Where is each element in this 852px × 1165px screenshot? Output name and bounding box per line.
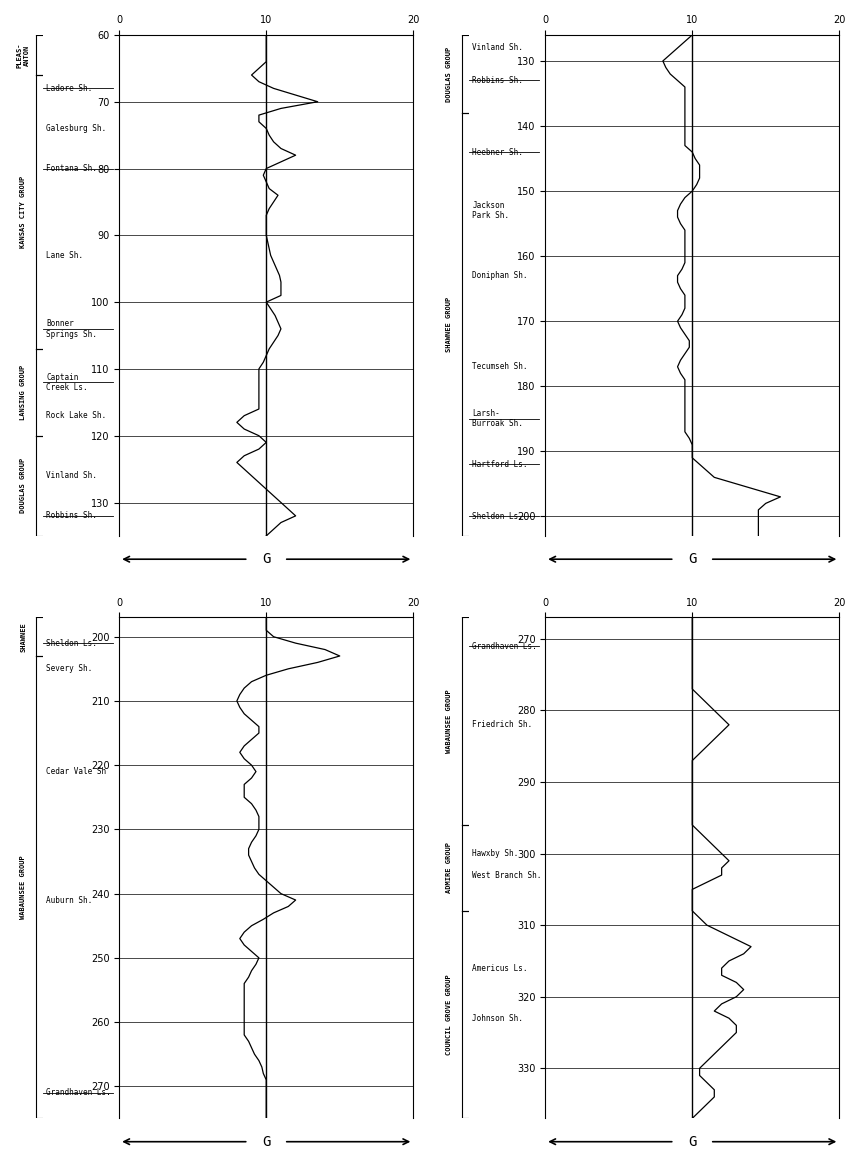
Text: G: G (688, 552, 696, 566)
Text: SHAWNEE GROUP: SHAWNEE GROUP (446, 297, 452, 352)
Text: Bonner
Springs Sh.: Bonner Springs Sh. (47, 319, 97, 339)
Text: G: G (262, 1135, 270, 1149)
Text: Heebner Sh.: Heebner Sh. (472, 148, 523, 156)
Text: PLEAS-
ANTON: PLEAS- ANTON (17, 42, 30, 68)
Text: Jackson
Park Sh.: Jackson Park Sh. (472, 200, 509, 220)
Text: ADMIRE GROUP: ADMIRE GROUP (446, 842, 452, 894)
Text: G: G (688, 1135, 696, 1149)
Text: DOUGLAS GROUP: DOUGLAS GROUP (446, 47, 452, 101)
Text: G: G (262, 552, 270, 566)
Text: Robbins Sh.: Robbins Sh. (47, 511, 97, 521)
Text: Sheldon Ls.: Sheldon Ls. (47, 638, 97, 648)
Text: KANSAS CITY GROUP: KANSAS CITY GROUP (20, 176, 26, 248)
Text: Sheldon Ls.: Sheldon Ls. (472, 511, 523, 521)
Text: Robbins Sh.: Robbins Sh. (472, 76, 523, 85)
Text: Friedrich Sh.: Friedrich Sh. (472, 720, 532, 729)
Text: Fontana Sh.: Fontana Sh. (47, 164, 97, 174)
Text: Hartford Ls.: Hartford Ls. (472, 460, 528, 468)
Text: Galesburg Sh.: Galesburg Sh. (47, 123, 106, 133)
Text: SHAWNEE: SHAWNEE (20, 622, 26, 651)
Text: Tecumseh Sh.: Tecumseh Sh. (472, 362, 528, 372)
Text: Auburn Sh.: Auburn Sh. (47, 896, 93, 904)
Text: Doniphan Sh.: Doniphan Sh. (472, 271, 528, 280)
Text: WABAUNSEE GROUP: WABAUNSEE GROUP (446, 690, 452, 753)
Text: Larsh-
Burroak Sh.: Larsh- Burroak Sh. (472, 409, 523, 429)
Text: Hawxby Sh.: Hawxby Sh. (472, 849, 519, 859)
Text: Americus Ls.: Americus Ls. (472, 963, 528, 973)
Text: Vinland Sh.: Vinland Sh. (472, 43, 523, 52)
Text: West Branch Sh.: West Branch Sh. (472, 870, 542, 880)
Text: LANSING GROUP: LANSING GROUP (20, 365, 26, 419)
Text: Captain
Creek Ls.: Captain Creek Ls. (47, 373, 88, 391)
Text: COUNCIL GROVE GROUP: COUNCIL GROVE GROUP (446, 974, 452, 1055)
Text: Vinland Sh.: Vinland Sh. (47, 472, 97, 480)
Text: Lane Sh.: Lane Sh. (47, 250, 83, 260)
Text: Ladore Sh.: Ladore Sh. (47, 84, 93, 93)
Text: Rock Lake Sh.: Rock Lake Sh. (47, 411, 106, 421)
Text: Severy Sh.: Severy Sh. (47, 664, 93, 673)
Text: Johnson Sh.: Johnson Sh. (472, 1014, 523, 1023)
Text: WABAUNSEE GROUP: WABAUNSEE GROUP (20, 855, 26, 919)
Text: Cedar Vale Sh: Cedar Vale Sh (47, 767, 106, 776)
Text: DOUGLAS GROUP: DOUGLAS GROUP (20, 458, 26, 514)
Text: Grandhaven Ls.: Grandhaven Ls. (472, 642, 537, 650)
Text: Grandhaven Ls.: Grandhaven Ls. (47, 1088, 111, 1097)
